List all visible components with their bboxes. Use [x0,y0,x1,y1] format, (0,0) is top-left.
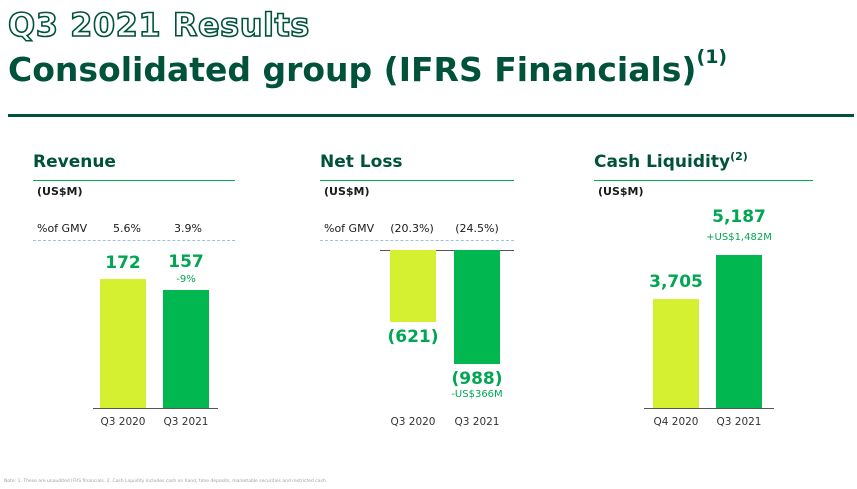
page-subtitle-text: Consolidated group (IFRS Financials) [8,50,697,89]
revenue-chart: Revenue (US$M) %of GMV 5.6% 3.9% 172 Q3 2… [33,152,238,452]
revenue-value-q3-2021: 157 [168,252,204,273]
cash-liquidity-category-q3-2021: Q3 2021 [716,416,762,428]
revenue-gmv-q3-2020: 5.6% [113,222,141,235]
page-subtitle: Consolidated group (IFRS Financials)(1) [8,46,727,89]
page-title: Q3 2021 Results [7,5,310,45]
revenue-baseline [93,408,218,409]
net-loss-gmv-divider [320,240,514,241]
revenue-gmv-divider [33,240,235,241]
cash-liquidity-footnote-ref: (2) [730,150,748,163]
cash-liquidity-change: +US$1,482M [706,231,772,243]
revenue-category-q3-2020: Q3 2020 [100,416,146,428]
revenue-title-rule [33,180,235,181]
net-loss-baseline [380,250,514,251]
cash-liquidity-title: Cash Liquidity(2) [594,150,748,172]
cash-liquidity-unit: (US$M) [598,185,644,198]
revenue-bar-q3-2021 [163,290,209,408]
revenue-unit: (US$M) [37,185,83,198]
cash-liquidity-chart: Cash Liquidity(2) (US$M) 3,705 Q4 2020 5,1… [594,150,819,452]
revenue-gmv-q3-2021: 3.9% [174,222,202,235]
net-loss-title-rule [320,180,514,181]
footnote: Note: 1. These are unaudited IFRS financ… [4,479,328,484]
cash-liquidity-category-q4-2020: Q4 2020 [653,416,699,428]
cash-liquidity-value-q4-2020: 3,705 [649,271,703,292]
cash-liquidity-bar-q3-2021 [716,254,762,408]
cash-liquidity-title-rule [594,180,813,181]
net-loss-chart: Net Loss (US$M) %of GMV (20.3%) (24.5%) … [320,152,520,452]
net-loss-category-q3-2021: Q3 2021 [454,416,500,428]
revenue-gmv-label: %of GMV [37,222,88,235]
net-loss-gmv-q3-2020: (20.3%) [390,222,434,235]
cash-liquidity-baseline [644,408,774,409]
revenue-title: Revenue [33,152,116,172]
net-loss-bar-q3-2021 [454,250,500,365]
net-loss-value-q3-2021: (988) [451,369,503,390]
revenue-change: -9% [176,274,196,286]
cash-liquidity-bar-q4-2020 [653,298,699,408]
revenue-category-q3-2021: Q3 2021 [163,416,209,428]
revenue-value-q3-2020: 172 [105,253,141,273]
revenue-bar-q3-2020 [100,279,146,408]
net-loss-gmv-q3-2021: (24.5%) [455,222,499,235]
net-loss-category-q3-2020: Q3 2020 [390,416,436,428]
net-loss-unit: (US$M) [324,185,370,198]
cash-liquidity-value-q3-2021: 5,187 [712,206,766,227]
net-loss-gmv-label: %of GMV [324,222,375,235]
net-loss-change: -US$366M [451,389,503,401]
net-loss-title: Net Loss [320,152,403,172]
net-loss-value-q3-2020: (621) [387,326,439,347]
net-loss-bar-q3-2020 [390,250,436,322]
cash-liquidity-title-text: Cash Liquidity [594,152,731,172]
title-divider [8,114,854,117]
page-subtitle-footnote-ref: (1) [696,46,728,68]
